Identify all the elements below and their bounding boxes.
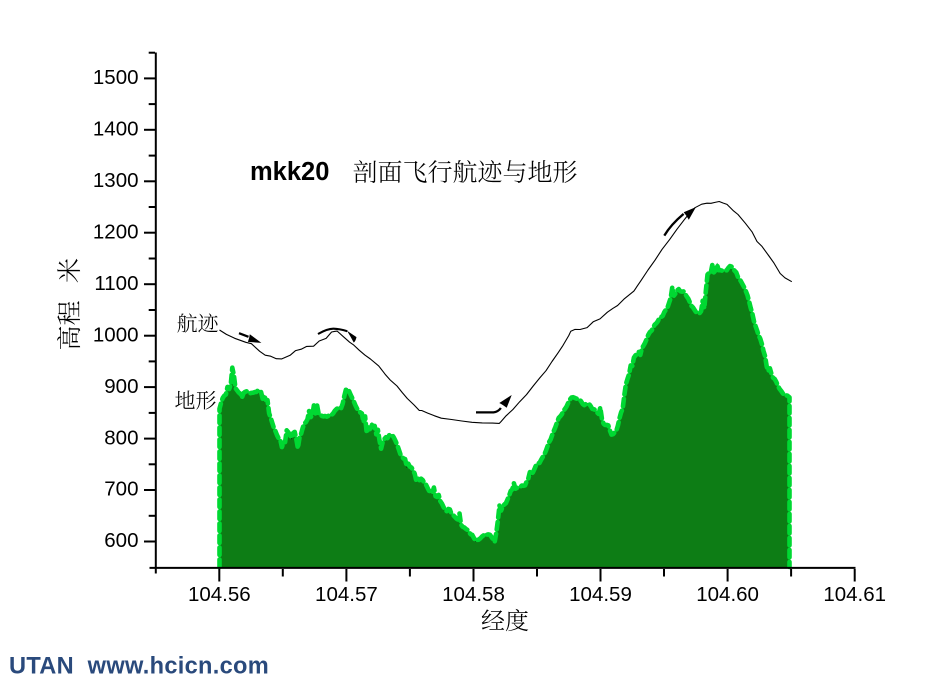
- svg-text:1200: 1200: [93, 220, 139, 243]
- svg-text:104.61: 104.61: [823, 583, 886, 606]
- svg-text:104.57: 104.57: [315, 583, 378, 606]
- svg-text:1100: 1100: [94, 272, 138, 295]
- svg-text:104.59: 104.59: [569, 583, 632, 606]
- svg-text:600: 600: [104, 529, 138, 552]
- svg-text:UTAN www.hcicn.com: UTAN www.hcicn.com: [9, 654, 269, 680]
- svg-text:700: 700: [104, 478, 138, 501]
- svg-text:104.56: 104.56: [188, 583, 251, 606]
- svg-text:1500: 1500: [93, 66, 139, 89]
- svg-text:800: 800: [104, 426, 138, 449]
- svg-text:900: 900: [104, 375, 138, 398]
- svg-text:1000: 1000: [93, 323, 139, 346]
- svg-text:104.58: 104.58: [442, 583, 505, 606]
- svg-text:mkk20: mkk20: [250, 158, 329, 186]
- svg-text:1400: 1400: [93, 118, 139, 141]
- svg-text:1300: 1300: [93, 169, 139, 192]
- svg-text:104.60: 104.60: [696, 583, 759, 606]
